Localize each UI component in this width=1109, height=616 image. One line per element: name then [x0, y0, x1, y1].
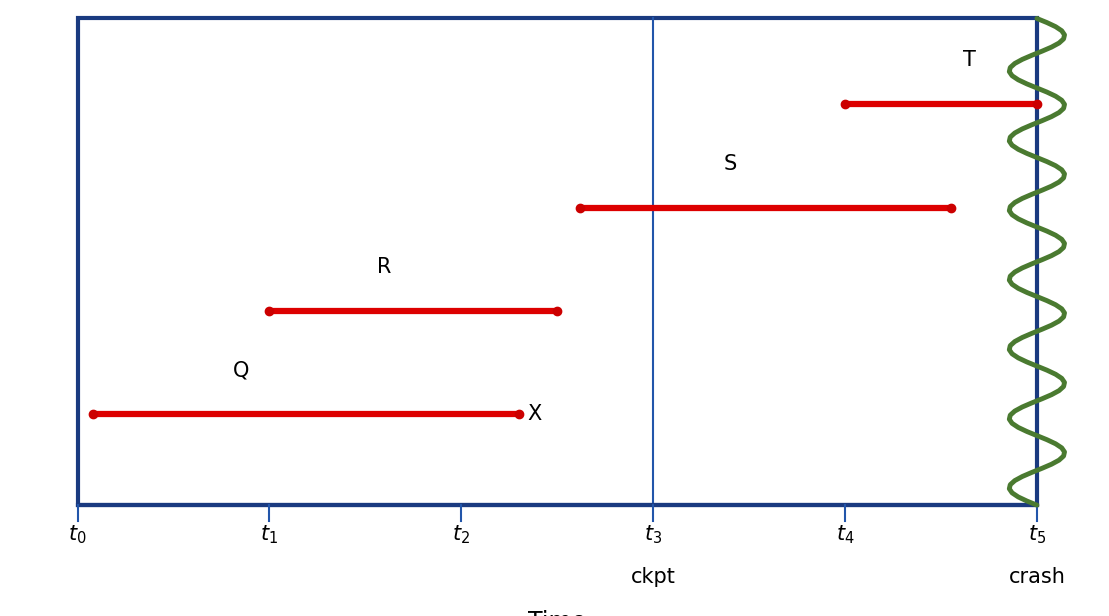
Text: ckpt: ckpt [631, 567, 675, 586]
Text: R: R [377, 257, 391, 277]
Text: $t_{3}$: $t_{3}$ [644, 524, 662, 546]
Text: T: T [964, 51, 976, 70]
Text: X: X [528, 405, 542, 424]
Text: $t_{4}$: $t_{4}$ [836, 524, 854, 546]
Text: Q: Q [233, 360, 248, 381]
Text: $t_{2}$: $t_{2}$ [452, 524, 470, 546]
Text: $t_{1}$: $t_{1}$ [261, 524, 278, 546]
Text: Time: Time [528, 610, 587, 616]
FancyBboxPatch shape [78, 18, 1037, 505]
Text: $t_{0}$: $t_{0}$ [69, 524, 87, 546]
Text: S: S [723, 154, 736, 174]
Text: $t_{5}$: $t_{5}$ [1028, 524, 1046, 546]
Text: crash: crash [1008, 567, 1066, 586]
